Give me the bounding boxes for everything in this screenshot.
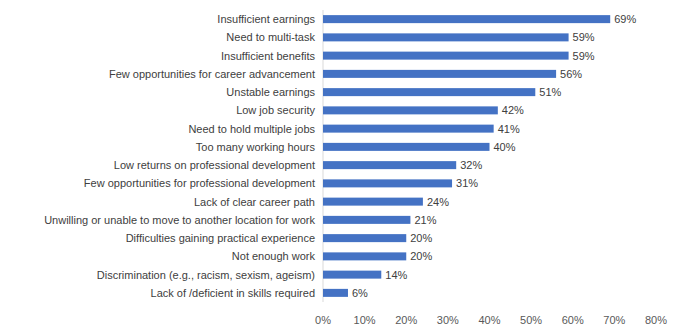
category-label: Discrimination (e.g., racism, sexism, ag…	[97, 269, 315, 281]
data-label: 56%	[560, 68, 582, 80]
x-tick-label: 50%	[520, 314, 542, 326]
category-label: Few opportunities for career advancement	[109, 68, 315, 80]
category-label: Insufficient benefits	[221, 50, 315, 62]
category-label: Unstable earnings	[226, 86, 315, 98]
bar	[323, 271, 381, 279]
bar	[323, 161, 456, 169]
x-tick-label: 80%	[645, 314, 667, 326]
bars	[323, 15, 610, 297]
bar	[323, 88, 535, 96]
data-label: 69%	[614, 13, 636, 25]
data-label: 6%	[352, 287, 368, 299]
category-label: Lack of clear career path	[194, 196, 315, 208]
bar	[323, 216, 410, 224]
labels: Insufficient earnings 69% Need to multi-ta…	[44, 13, 636, 299]
category-label: Difficulties gaining practical experienc…	[126, 232, 315, 244]
category-label: Need to hold multiple jobs	[188, 123, 315, 135]
bar	[323, 198, 423, 206]
category-label: Not enough work	[232, 250, 316, 262]
category-label: Unwilling or unable to move to another l…	[44, 214, 315, 226]
data-label: 31%	[456, 177, 478, 189]
chart: 0% 10% 20% 30% 40% 50% 60% 70% 80% Insufficient e…	[0, 0, 678, 333]
data-label: 42%	[502, 104, 524, 116]
bar	[323, 125, 494, 133]
bar	[323, 179, 452, 187]
bar	[323, 234, 406, 242]
x-tick-label: 60%	[562, 314, 584, 326]
data-label: 40%	[494, 141, 516, 153]
category-label: Need to multi-task	[226, 31, 315, 43]
x-tick-label: 10%	[354, 314, 376, 326]
category-label: Low job security	[236, 104, 315, 116]
data-label: 20%	[410, 250, 432, 262]
bar	[323, 289, 348, 297]
bar	[323, 52, 569, 60]
data-label: 21%	[414, 214, 436, 226]
data-label: 24%	[427, 196, 449, 208]
bar	[323, 143, 490, 151]
x-tick-label: 70%	[603, 314, 625, 326]
category-label: Few opportunities for professional devel…	[84, 177, 315, 189]
data-label: 59%	[573, 31, 595, 43]
x-tick-label: 0%	[315, 314, 331, 326]
category-label: Low returns on professional development	[114, 159, 315, 171]
category-label: Too many working hours	[196, 141, 316, 153]
data-label: 41%	[498, 123, 520, 135]
data-label: 14%	[385, 269, 407, 281]
bar	[323, 70, 556, 78]
category-label: Insufficient earnings	[217, 13, 315, 25]
data-label: 51%	[539, 86, 561, 98]
x-tick-label: 40%	[478, 314, 500, 326]
bar	[323, 33, 569, 41]
x-tick-label: 30%	[437, 314, 459, 326]
data-label: 59%	[573, 50, 595, 62]
data-label: 32%	[460, 159, 482, 171]
data-label: 20%	[410, 232, 432, 244]
x-tick-label: 20%	[395, 314, 417, 326]
x-axis: 0% 10% 20% 30% 40% 50% 60% 70% 80%	[315, 314, 667, 326]
category-label: Lack of /deficient in skills required	[151, 287, 315, 299]
bar	[323, 15, 610, 23]
bar	[323, 106, 498, 114]
bar	[323, 252, 406, 260]
